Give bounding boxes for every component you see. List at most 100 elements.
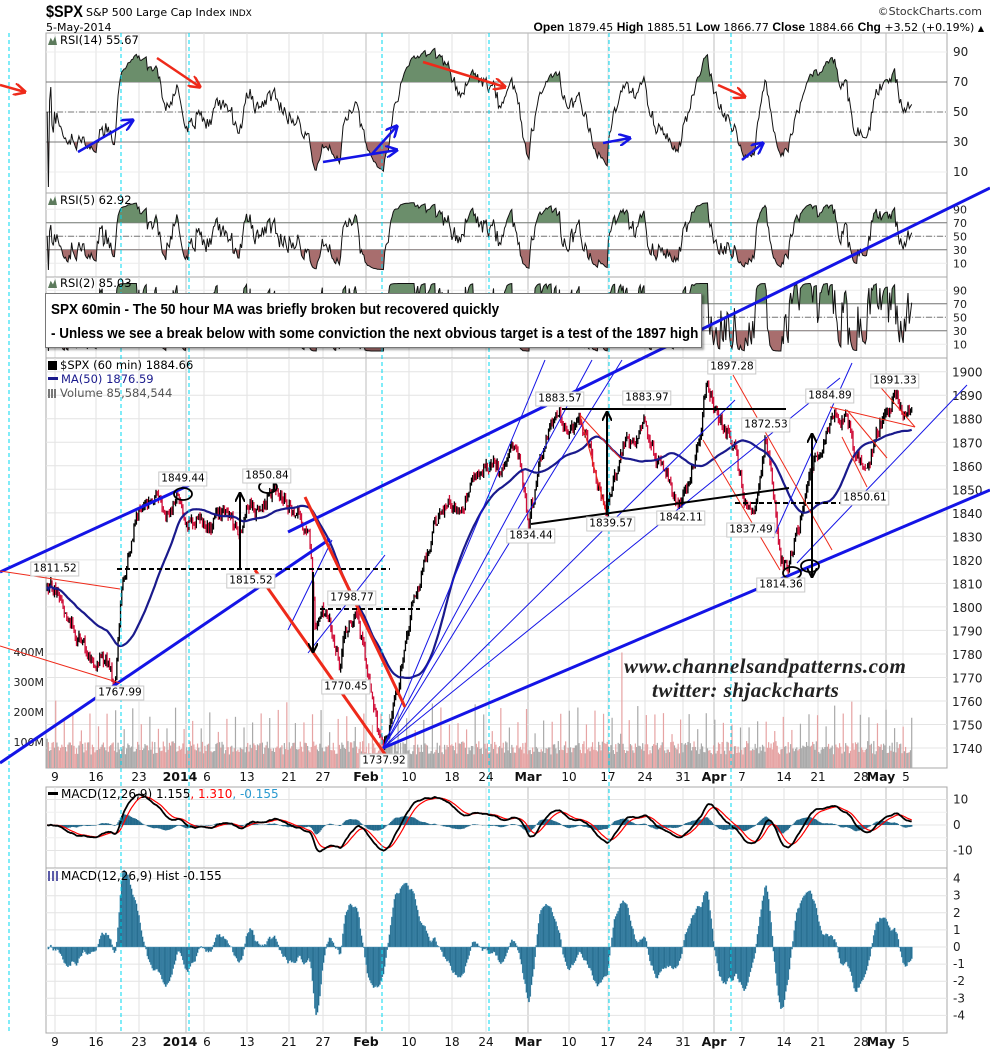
date-axis-tick: 10 xyxy=(561,770,576,784)
volume-bar xyxy=(819,753,821,768)
volume-bar xyxy=(223,753,226,768)
volume-bar xyxy=(631,745,633,768)
macd-histogram-bar xyxy=(641,823,644,825)
volume-bar xyxy=(176,751,178,768)
volume-bar xyxy=(739,727,742,768)
volume-bar xyxy=(436,742,438,768)
macd-histogram-bar xyxy=(271,823,273,825)
macd-histogram-bar xyxy=(85,825,87,826)
macd-histogram-bar xyxy=(158,825,161,829)
macd-histogram-bar xyxy=(445,825,447,827)
histogram-bar xyxy=(114,946,117,951)
volume-bar xyxy=(294,723,296,768)
volume-bar xyxy=(139,749,141,768)
macd-histogram-bar xyxy=(684,823,687,825)
macd-histogram-bar xyxy=(464,825,467,828)
volume-bar xyxy=(55,700,57,768)
macd-histogram-bar xyxy=(842,825,844,828)
volume-bar xyxy=(111,743,113,768)
macd-histogram-bar xyxy=(250,822,253,825)
volume-bar xyxy=(94,752,96,768)
volume-bar xyxy=(771,749,773,768)
volume-bar xyxy=(758,753,760,768)
blue-arrow-icon xyxy=(602,138,630,143)
macd-histogram-bar xyxy=(69,825,72,828)
histogram-bar xyxy=(834,942,837,948)
volume-bar xyxy=(668,752,671,768)
volume-bar xyxy=(506,742,508,768)
macd-histogram-bar xyxy=(429,824,431,825)
volume-bar xyxy=(183,728,185,768)
volume-bar xyxy=(91,744,93,768)
volume-bar xyxy=(192,720,194,768)
macd-histogram-bar xyxy=(178,825,180,826)
volume-bar xyxy=(646,744,649,768)
histogram-bar xyxy=(910,946,913,959)
rsi-axis-tick: 50 xyxy=(953,311,967,324)
macd-histogram-bar xyxy=(481,825,484,826)
macd-histogram-bar xyxy=(177,825,179,826)
macd-histogram-bar xyxy=(501,825,503,828)
macd-histogram-bar xyxy=(887,822,890,825)
histogram-bar xyxy=(477,945,480,948)
macd-histogram-bar xyxy=(408,817,410,825)
volume-bar xyxy=(261,742,263,768)
blue-trendline xyxy=(382,377,841,749)
macd-histogram-bar xyxy=(573,825,575,828)
volume-bar xyxy=(406,718,408,768)
macd-histogram-bar xyxy=(90,825,92,826)
macd-histogram-bar xyxy=(687,822,689,825)
macd-histogram-bar xyxy=(107,823,109,825)
volume-bar xyxy=(419,751,421,768)
macd-histogram-bar xyxy=(770,821,772,825)
volume-bar xyxy=(523,753,525,768)
open-label: Open xyxy=(533,20,565,34)
volume-bar xyxy=(489,752,491,768)
hist-axis-tick: 1 xyxy=(953,923,961,937)
date-axis-tick: May xyxy=(867,769,896,784)
volume-bar xyxy=(731,724,733,768)
macd-histogram-bar xyxy=(161,825,163,830)
date-axis-tick: 18 xyxy=(444,1035,459,1049)
volume-bar xyxy=(113,750,116,768)
volume-bar xyxy=(203,753,205,768)
macd-histogram-bar xyxy=(498,825,501,828)
macd-histogram-bar xyxy=(569,825,572,828)
volume-bar xyxy=(827,743,830,768)
ma-legend: MA(50) 1876.59 xyxy=(48,373,154,386)
macd-histogram-bar xyxy=(710,821,712,825)
volume-bar xyxy=(108,746,111,768)
macd-histogram-bar xyxy=(503,825,506,827)
volume-bar xyxy=(583,741,585,768)
macd-value: 1.155 xyxy=(155,787,191,801)
histogram-bar xyxy=(476,943,479,948)
macd-histogram-bar xyxy=(416,819,419,825)
volume-bar xyxy=(853,749,855,768)
macd-histogram-bar xyxy=(308,825,310,827)
macd-histogram-bar xyxy=(838,825,841,827)
volume-bar xyxy=(307,745,309,768)
volume-bar xyxy=(804,747,806,768)
histogram-bar xyxy=(836,946,839,948)
volume-bar xyxy=(435,749,437,768)
volume-bar xyxy=(815,741,817,768)
rsi-axis-tick: 50 xyxy=(953,105,968,119)
red-trendline xyxy=(846,409,888,459)
volume-bar xyxy=(496,753,498,768)
volume-bar xyxy=(645,715,647,768)
volume-bar xyxy=(626,750,628,768)
macd-histogram-bar xyxy=(678,825,681,827)
macd-histogram-bar xyxy=(802,818,804,825)
macd-histogram-bar xyxy=(269,823,271,825)
volume-bar xyxy=(896,742,898,768)
macd-histogram-bar xyxy=(596,825,599,831)
macd-histogram-bar xyxy=(575,825,578,827)
volume-bar xyxy=(688,714,690,768)
rsi-axis-tick: 30 xyxy=(953,244,967,257)
volume-bar xyxy=(823,748,825,768)
volume-bar xyxy=(860,747,863,768)
macd-histogram-bar xyxy=(135,819,138,825)
macd-histogram-bar xyxy=(722,825,725,831)
volume-bar xyxy=(574,745,577,768)
volume-bar xyxy=(657,749,660,768)
